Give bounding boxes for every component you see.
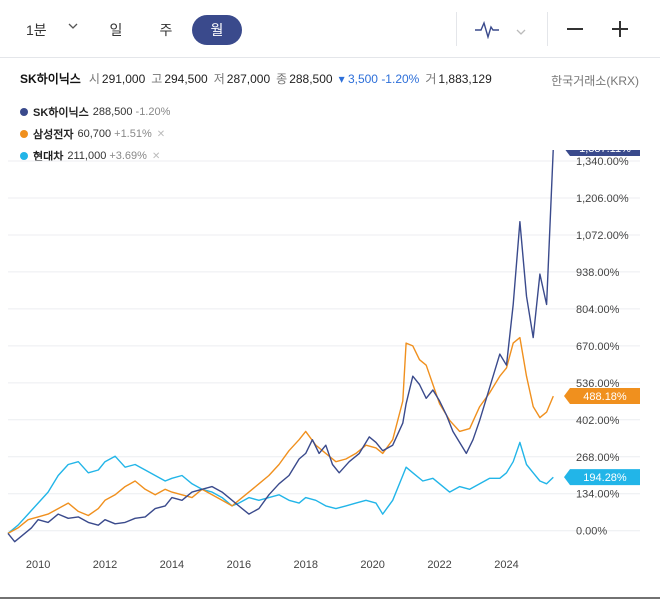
legend-change: +3.69%: [109, 150, 147, 162]
legend-dot: [20, 108, 28, 116]
x-tick-label: 2014: [160, 559, 184, 571]
open-value: 291,000: [101, 71, 146, 86]
legend-item: 현대차 211,000 +3.69% ✕: [20, 145, 170, 167]
y-tick-label: 268.00%: [576, 452, 620, 464]
x-tick-label: 2022: [427, 559, 451, 571]
tab-monthly-label: 월: [210, 22, 224, 38]
remove-series-icon[interactable]: ✕: [156, 128, 166, 140]
minus-icon: [567, 28, 583, 30]
x-tick-label: 2024: [494, 559, 518, 571]
x-tick-label: 2020: [360, 559, 384, 571]
end-value-badge: [564, 388, 640, 405]
y-tick-label: 536.00%: [576, 378, 620, 390]
legend-name: 삼성전자: [33, 129, 74, 141]
open-label: 시: [88, 72, 100, 86]
high-value: 294,500: [164, 71, 208, 86]
chevron-down-icon: [516, 24, 526, 42]
stock-name: SK하이닉스: [20, 72, 81, 86]
chevron-down-icon: [68, 21, 78, 34]
end-value-label: 1,387.11%: [579, 150, 631, 155]
legend-dot: [20, 152, 28, 160]
y-tick-label: 938.00%: [576, 267, 620, 279]
end-value-badge: [564, 469, 640, 486]
volume-label: 거: [425, 72, 437, 86]
y-tick-label: 1,340.00%: [576, 156, 629, 168]
zoom-in-button[interactable]: [606, 14, 636, 44]
y-tick-label: 1,206.00%: [576, 193, 629, 205]
end-value-badge: [565, 150, 640, 157]
legend-name: 현대차: [33, 151, 64, 163]
close-label: 종: [276, 72, 288, 86]
line-chart[interactable]: 0.00% 134.00% 268.00% 402.00% 536.00% 670.00%…: [0, 150, 660, 605]
x-tick-label: 2018: [294, 559, 318, 571]
zoom-out-button[interactable]: [561, 14, 591, 44]
tab-weekly[interactable]: 주: [141, 15, 191, 45]
legend-dot: [20, 130, 28, 138]
line-chart-icon: [474, 20, 500, 44]
legend-change: -1.20%: [135, 106, 171, 118]
tab-daily[interactable]: 일: [91, 15, 141, 45]
quote-summary: SK하이닉스 시 291,000 고 294,500 저 287,000 종 2…: [20, 70, 498, 87]
tab-monthly[interactable]: 월: [192, 15, 242, 45]
legend-item: SK하이닉스 288,500 -1.20%: [20, 101, 170, 123]
legend-name: SK하이닉스: [33, 107, 89, 119]
low-label: 저: [213, 72, 225, 86]
toolbar-divider: [547, 12, 548, 46]
x-tick-label: 2010: [26, 559, 50, 571]
chart-toolbar: 1분 일 주 월: [0, 0, 660, 58]
change-value: ▾ 3,500 -1.20%: [338, 71, 420, 86]
tab-weekly-label: 주: [159, 22, 173, 38]
y-tick-label: 0.00%: [576, 526, 607, 538]
close-value: 288,500: [289, 71, 333, 86]
high-label: 고: [151, 72, 163, 86]
y-tick-label: 402.00%: [576, 415, 620, 427]
exchange-name: 한국거래소(KRX): [551, 74, 639, 88]
x-tick-label: 2012: [93, 559, 117, 571]
chart-type-button[interactable]: [470, 15, 530, 45]
series-line: [7, 441, 554, 534]
y-tick-label: 134.00%: [576, 489, 620, 501]
series-line: [7, 150, 554, 543]
y-tick-label: 804.00%: [576, 304, 620, 316]
series-line: [7, 336, 554, 535]
tab-daily-label: 일: [109, 22, 123, 38]
x-tick-label: 2016: [227, 559, 251, 571]
period-select-value: 1분: [26, 22, 47, 38]
end-value-label: 194.28%: [583, 472, 627, 484]
y-tick-label: 670.00%: [576, 341, 620, 353]
legend-price: 288,500: [92, 106, 133, 118]
toolbar-divider: [456, 12, 457, 46]
legend-price: 211,000: [67, 150, 107, 162]
volume-value: 1,883,129: [438, 71, 492, 86]
y-tick-label: 1,072.00%: [576, 230, 629, 242]
low-value: 287,000: [226, 71, 271, 86]
period-select[interactable]: 1분: [26, 15, 90, 45]
plus-icon-vertical: [619, 21, 621, 37]
legend-price: 60,700: [77, 128, 112, 140]
remove-series-icon[interactable]: ✕: [151, 150, 161, 162]
end-value-label: 488.18%: [583, 391, 627, 403]
legend-change: +1.51%: [114, 128, 152, 140]
legend-item: 삼성전자 60,700 +1.51% ✕: [20, 123, 170, 145]
legend: SK하이닉스 288,500 -1.20% 삼성전자 60,700 +1.51%…: [20, 101, 170, 167]
